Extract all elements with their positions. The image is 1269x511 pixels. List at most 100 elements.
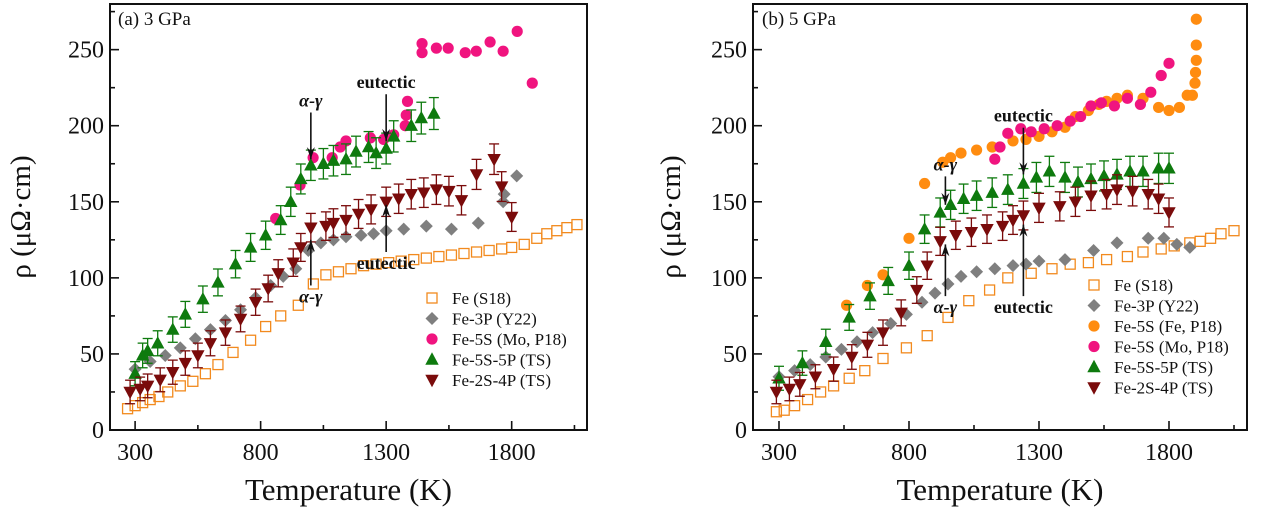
data-point: [400, 109, 412, 121]
data-point: [1075, 110, 1087, 123]
data-point: [989, 153, 1001, 165]
data-point: [199, 368, 212, 380]
x-tick-label: 300: [761, 440, 797, 466]
y-tick-label: 250: [711, 38, 747, 64]
data-point: [1085, 100, 1097, 112]
data-point: [945, 152, 957, 164]
data-point: [136, 396, 149, 409]
data-point: [866, 326, 880, 340]
panel-b: 300 800 1300 1800 0 50 100 150 200 250 Temperature…: [655, 3, 1248, 507]
data-point: [233, 313, 248, 327]
data-point: [294, 171, 308, 185]
annotation-label: eutectic: [357, 72, 416, 92]
data-point: [903, 232, 915, 244]
data-point: [1157, 231, 1171, 245]
data-point: [386, 129, 401, 142]
annotation-arrowhead: [306, 147, 315, 160]
annotation-arrowhead: [1019, 162, 1028, 175]
annotation-label: α-γ: [934, 154, 958, 174]
data-point: [894, 307, 908, 321]
data-point: [1064, 115, 1076, 127]
data-point: [933, 236, 947, 249]
annotation-label: eutectic: [357, 253, 416, 273]
data-point: [395, 255, 407, 267]
data-point: [1170, 237, 1184, 251]
data-point: [1189, 66, 1202, 79]
data-point: [1204, 232, 1217, 244]
data-point: [140, 343, 155, 357]
annotation-label: α-γ: [299, 286, 323, 306]
data-point: [1071, 174, 1085, 188]
data-point: [1110, 236, 1124, 250]
legend-marker: [1088, 320, 1100, 332]
data-point: [571, 218, 583, 231]
data-point: [260, 320, 272, 333]
data-point: [1042, 164, 1057, 177]
data-point: [326, 153, 341, 166]
data-point: [1046, 263, 1058, 275]
data-point: [793, 379, 807, 392]
x-tick-label: 800: [243, 440, 279, 466]
data-point: [123, 386, 137, 400]
y-tick-label: 100: [711, 266, 747, 292]
annotation-arrowhead: [1019, 224, 1028, 237]
data-point: [1155, 69, 1167, 82]
data-point: [1136, 164, 1150, 177]
data-point: [274, 212, 288, 226]
data-point: [518, 238, 530, 251]
data-point: [801, 393, 814, 406]
data-point: [1153, 101, 1165, 114]
data-point: [133, 383, 147, 397]
data-point: [357, 260, 370, 272]
annotation-arrowhead: [306, 239, 315, 252]
y-axis-title: ρ (μΩ·cm): [5, 155, 37, 278]
data-point: [827, 380, 840, 392]
data-point: [510, 169, 524, 183]
data-point: [1087, 243, 1101, 257]
data-point: [416, 47, 428, 59]
data-point: [129, 400, 141, 412]
annotation-arrowhead: [941, 192, 950, 205]
data-point: [369, 145, 383, 159]
y-tick-label: 0: [735, 418, 747, 444]
data-point: [429, 184, 444, 197]
data-point: [941, 277, 955, 291]
data-point: [1032, 254, 1046, 268]
y-tick-label: 50: [80, 342, 104, 368]
data-point: [212, 358, 224, 371]
data-point: [1125, 185, 1140, 199]
legend-marker: [1088, 279, 1100, 291]
data-point: [459, 47, 471, 59]
data-point: [188, 332, 202, 346]
data-point: [228, 256, 243, 270]
data-point: [379, 141, 393, 154]
data-point: [1155, 243, 1167, 255]
y-axis-title: ρ (μΩ·cm): [655, 155, 687, 278]
data-point: [417, 187, 431, 200]
data-point: [444, 222, 458, 236]
annotation-label: α-γ: [299, 91, 323, 111]
data-point: [919, 177, 931, 190]
data-point: [211, 275, 225, 288]
data-point: [196, 291, 210, 305]
data-point: [900, 342, 913, 354]
data-point: [1051, 120, 1063, 132]
data-point: [955, 147, 967, 159]
data-point: [531, 232, 543, 244]
data-point: [863, 288, 877, 302]
x-tick-label: 300: [117, 440, 153, 466]
plot-frame: [109, 3, 588, 431]
data-point: [367, 227, 381, 241]
data-point: [850, 335, 864, 349]
data-point: [1121, 250, 1134, 263]
data-point: [470, 246, 483, 258]
data-point: [1068, 196, 1083, 209]
data-point: [140, 380, 155, 394]
panel-title: (a) 3 GPa: [118, 9, 191, 30]
data-point: [292, 299, 304, 311]
legend-marker: [1088, 340, 1100, 353]
legend-item: Fe-5S (Fe, P18): [1088, 317, 1222, 336]
data-point: [408, 253, 420, 266]
data-point: [1151, 193, 1166, 206]
annotation-arrowhead: [382, 204, 391, 217]
